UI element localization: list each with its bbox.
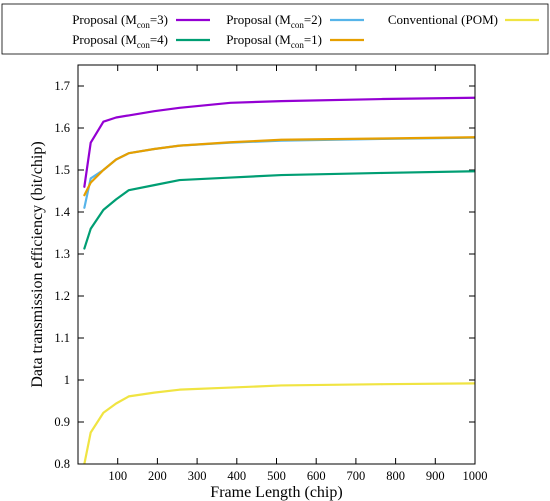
series-line-proposal-mcon-4	[83, 170, 475, 250]
y-tick-label: 1.3	[54, 247, 70, 261]
y-axis-label: Data transmission efficiency (bit/chip)	[29, 141, 46, 387]
series-lines	[83, 96, 475, 464]
y-tick-label: 1.6	[54, 121, 70, 135]
x-axis-label: Frame Length (chip)	[210, 484, 342, 501]
legend-label: Proposal (Mcon=3)	[72, 12, 168, 30]
x-tick-label: 600	[307, 469, 326, 483]
x-tick-label: 400	[227, 469, 246, 483]
series-line-proposal-mcon-1	[83, 136, 475, 197]
y-tick-label: 1.1	[54, 331, 70, 345]
series-line-conventional-pom	[83, 382, 475, 464]
x-tick-label: 100	[108, 469, 127, 483]
y-tick-label: 1	[64, 373, 70, 387]
legend-box	[1, 3, 549, 55]
legend-label: Proposal (Mcon=4)	[72, 32, 168, 50]
x-axis-ticks: 100 200 300 400 500 600 700 800 900 1000	[108, 65, 488, 483]
legend-label: Conventional (POM)	[388, 12, 498, 27]
x-tick-label: 900	[426, 469, 445, 483]
y-tick-label: 1.7	[54, 79, 70, 93]
y-tick-label: 1.5	[54, 163, 70, 177]
x-tick-label: 800	[386, 469, 405, 483]
legend: Proposal (Mcon=3) Proposal (Mcon=2) Conven…	[1, 3, 549, 55]
x-tick-label: 200	[148, 469, 167, 483]
legend-label: Proposal (Mcon=1)	[226, 32, 322, 50]
y-tick-label: 0.9	[54, 415, 70, 429]
y-tick-label: 0.8	[54, 457, 70, 471]
legend-label: Proposal (Mcon=2)	[226, 12, 322, 30]
x-tick-label: 500	[267, 469, 286, 483]
series-line-proposal-mcon-3	[83, 96, 475, 188]
plot-frame	[77, 64, 476, 465]
y-tick-label: 1.4	[54, 205, 70, 219]
x-tick-label: 300	[188, 469, 207, 483]
y-tick-label: 1.2	[54, 289, 70, 303]
x-tick-label: 700	[347, 469, 366, 483]
y-axis-ticks: 0.8 0.9 1 1.1 1.2 1.3 1.4 1.5 1.6 1.7	[54, 79, 475, 471]
x-tick-label: 1000	[463, 469, 488, 483]
